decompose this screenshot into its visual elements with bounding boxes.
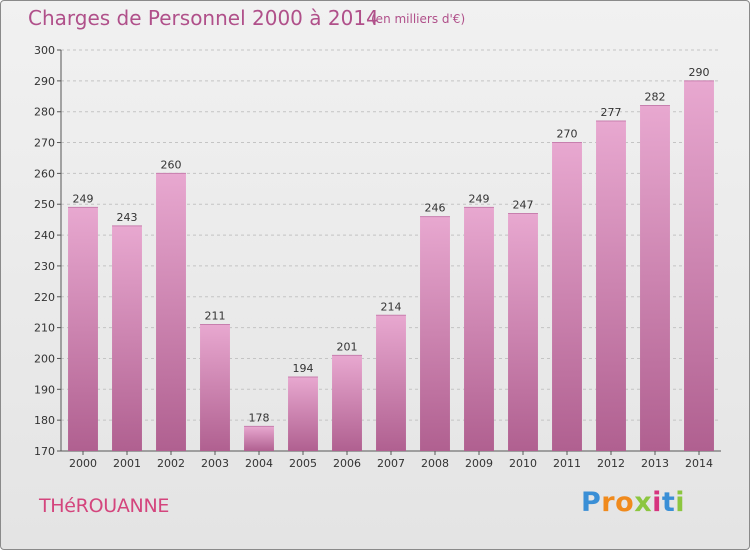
bar-2000 xyxy=(68,207,98,451)
x-tick-label: 2002 xyxy=(157,457,185,470)
y-tick-label: 170 xyxy=(34,445,55,458)
bar-2011 xyxy=(552,142,582,452)
y-tick-label: 250 xyxy=(34,198,55,211)
y-tick-label: 220 xyxy=(34,291,55,304)
brand-letter: i xyxy=(652,487,662,518)
bar-2006 xyxy=(332,355,362,451)
data-label: 290 xyxy=(689,66,710,79)
data-label: 243 xyxy=(117,211,138,224)
x-tick-label: 2008 xyxy=(421,457,449,470)
brand-letter: i xyxy=(675,487,686,518)
x-tick-label: 2001 xyxy=(113,457,141,470)
x-tick-label: 2013 xyxy=(641,457,669,470)
x-tick-label: 2004 xyxy=(245,457,273,470)
brand-letter: x xyxy=(634,487,653,518)
x-tick-label: 2012 xyxy=(597,457,625,470)
x-tick-label: 2009 xyxy=(465,457,493,470)
data-label: 246 xyxy=(425,202,446,215)
data-label: 201 xyxy=(337,340,358,353)
y-tick-label: 260 xyxy=(34,167,55,180)
y-tick-label: 200 xyxy=(34,352,55,365)
axes: 170 180 190 200 210 220 230 240 250 260 270 280 290 3… xyxy=(34,44,721,458)
chart-subtitle: (en milliers d'€) xyxy=(371,12,466,26)
y-tick-label: 270 xyxy=(34,137,55,150)
bar-2004 xyxy=(244,426,274,451)
chart-title: Charges de Personnel 2000 à 2014 xyxy=(28,6,379,30)
data-label: 282 xyxy=(645,91,666,104)
y-tick-label: 290 xyxy=(34,75,55,88)
x-tick-label: 2006 xyxy=(333,457,361,470)
bar-2005 xyxy=(288,376,318,451)
y-tick-label: 180 xyxy=(34,414,55,427)
data-label: 249 xyxy=(73,192,94,205)
x-tick-label: 2000 xyxy=(69,457,97,470)
x-tick-label: 2007 xyxy=(377,457,405,470)
x-tick-label: 2010 xyxy=(509,457,537,470)
place-name: THéROUANNE xyxy=(39,495,170,517)
brand-letter: t xyxy=(661,487,676,518)
brand-letter: o xyxy=(615,487,635,518)
data-label: 260 xyxy=(161,158,182,171)
bar-2012 xyxy=(596,120,626,451)
x-tick-label: 2014 xyxy=(685,457,713,470)
proxiti-logo: Proxiti xyxy=(581,487,685,518)
y-tick-label: 230 xyxy=(34,260,55,273)
data-label: 178 xyxy=(249,411,270,424)
data-label: 247 xyxy=(513,198,534,211)
brand-letter: P xyxy=(581,487,602,518)
bar-2008 xyxy=(420,216,450,451)
data-label: 270 xyxy=(557,128,578,141)
bar-2001 xyxy=(112,225,142,451)
labels: 249 2000 243 2001 260 2002 211 2003 178 2004 194 20… xyxy=(69,66,713,470)
y-tick-label: 210 xyxy=(34,322,55,335)
x-tick-label: 2005 xyxy=(289,457,317,470)
bar-2007 xyxy=(376,315,406,451)
x-tick-label: 2011 xyxy=(553,457,581,470)
data-label: 194 xyxy=(293,362,314,375)
bar-2010 xyxy=(508,213,538,451)
data-label: 214 xyxy=(381,300,402,313)
data-label: 211 xyxy=(205,310,226,323)
y-tick-label: 240 xyxy=(34,229,55,242)
brand-letter: r xyxy=(601,487,616,518)
y-tick-label: 190 xyxy=(34,383,55,396)
bar-2013 xyxy=(640,105,670,452)
y-tick-label: 300 xyxy=(34,44,55,57)
bar-2003 xyxy=(200,324,230,451)
data-label: 249 xyxy=(469,192,490,205)
bar-2014 xyxy=(684,80,714,451)
x-tick-label: 2003 xyxy=(201,457,229,470)
bars xyxy=(68,80,714,452)
bar-2009 xyxy=(464,207,494,451)
y-tick-label: 280 xyxy=(34,106,55,119)
data-label: 277 xyxy=(601,106,622,119)
bar-2002 xyxy=(156,173,186,451)
